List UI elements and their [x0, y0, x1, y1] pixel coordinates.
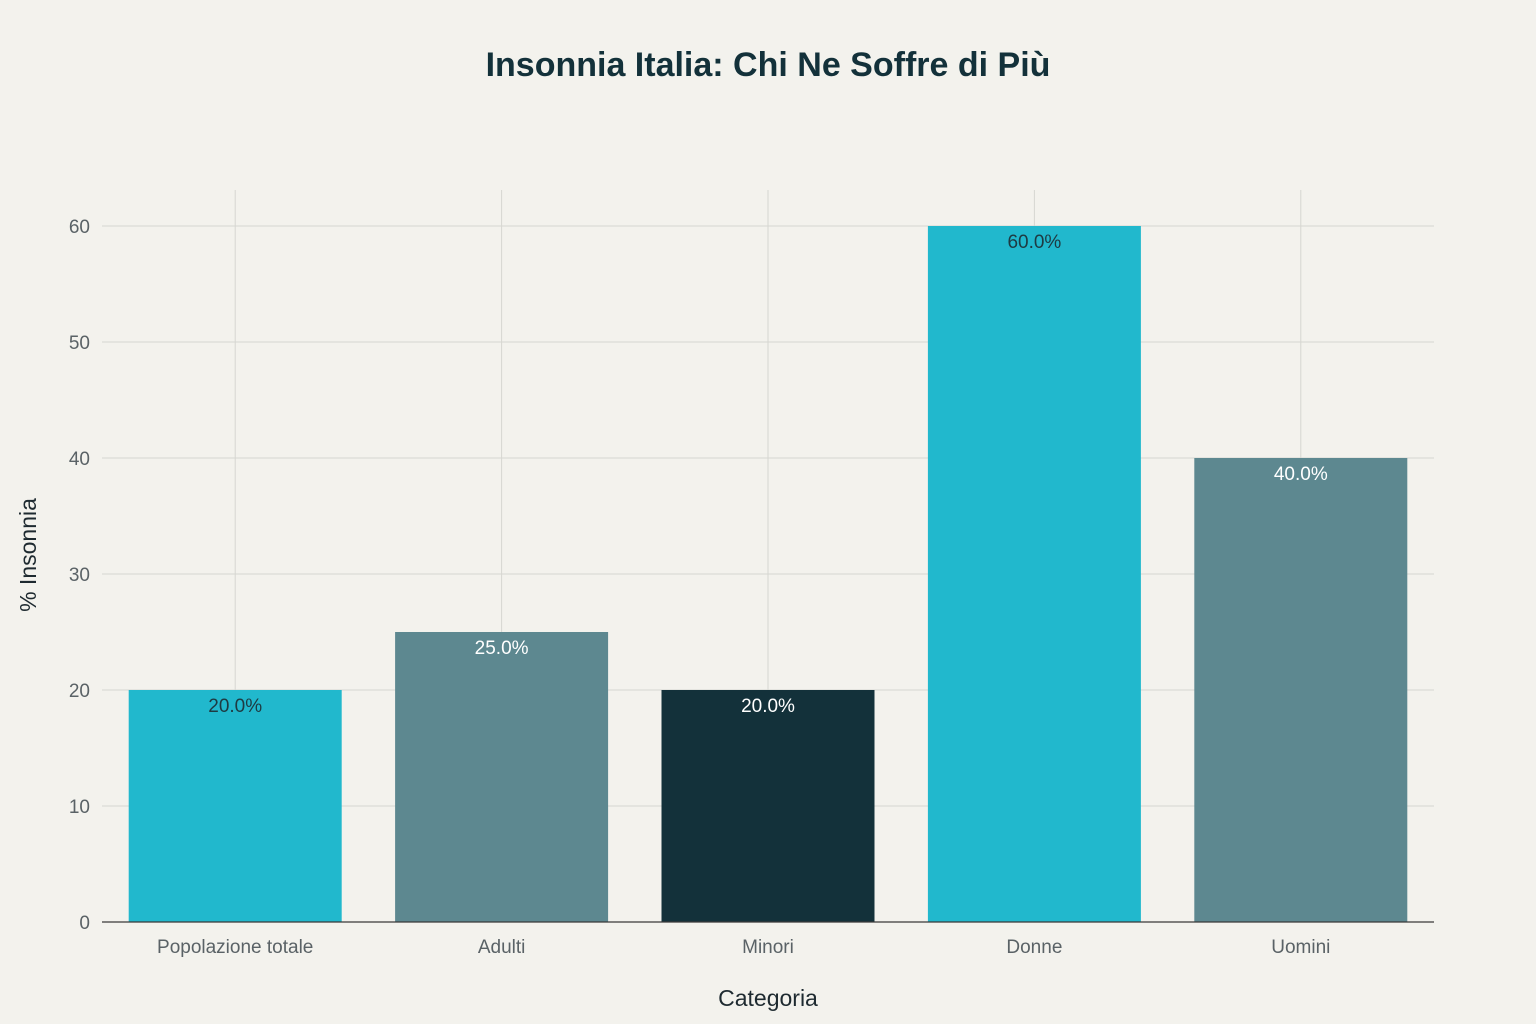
bar-value-label: 40.0%	[1274, 464, 1328, 485]
bar	[1194, 458, 1408, 922]
x-axis-title: Categoria	[718, 985, 818, 1011]
bar-value-label: 60.0%	[1007, 232, 1061, 253]
bar	[395, 632, 609, 922]
y-tick-label: 10	[69, 797, 90, 818]
x-tick-label: Uomini	[1271, 937, 1330, 958]
bar-value-label: 25.0%	[475, 638, 529, 659]
bar	[927, 226, 1141, 922]
bars	[128, 226, 1408, 922]
bar	[661, 690, 875, 922]
y-tick-label: 0	[79, 913, 90, 934]
x-tick-label: Donne	[1006, 937, 1062, 958]
x-tick-label: Minori	[742, 937, 794, 958]
x-tick-label: Adulti	[478, 937, 526, 958]
y-tick-label: 20	[69, 681, 90, 702]
y-tick-label: 50	[69, 333, 90, 354]
bar-value-label: 20.0%	[208, 696, 262, 717]
chart-title: Insonnia Italia: Chi Ne Soffre di Più	[486, 46, 1051, 84]
bar-value-label: 20.0%	[741, 696, 795, 717]
y-axis-title: % Insonnia	[15, 498, 41, 612]
y-tick-label: 30	[69, 565, 90, 586]
y-tick-label: 60	[69, 217, 90, 238]
bar	[128, 690, 342, 922]
axes: 0 10 20 30 40 50 60 Popolazione totale Adulti Min…	[69, 217, 1434, 958]
data-labels: 20.0% 25.0% 20.0% 60.0% 40.0%	[208, 232, 1328, 717]
x-tick-label: Popolazione totale	[157, 937, 313, 958]
y-tick-label: 40	[69, 449, 90, 470]
